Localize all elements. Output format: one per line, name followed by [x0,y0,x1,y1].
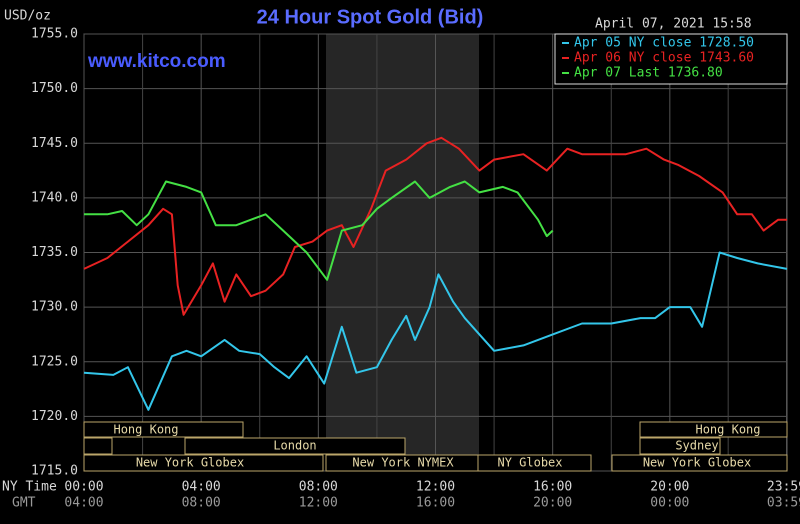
x2-tick-label: 04:00 [64,496,103,511]
y-tick-label: 1725.0 [31,354,78,369]
x-tick-label: 00:00 [64,480,103,495]
session-label: New York Globex [643,456,751,470]
x-tick-label: 16:00 [533,480,572,495]
x-tick-label: 23:59 [767,480,800,495]
y-tick-label: 1745.0 [31,136,78,151]
session-box [611,454,788,472]
session-box [83,454,324,472]
legend-box [554,33,788,85]
session-box [184,437,406,455]
chart-title: 24 Hour Spot Gold (Bid) [257,6,484,28]
session-label: Hong Kong [113,423,178,437]
session-label: NY Globex [497,456,562,470]
sessions: Hong Kong London New York Globex New Yor… [83,421,788,472]
y-tick-label: 1735.0 [31,245,78,260]
session-label: London [273,439,316,453]
x2-tick-label: 12:00 [299,496,338,511]
x-tick-label: 08:00 [299,480,338,495]
y-tick-label: 1730.0 [31,300,78,315]
x-tick-label: 20:00 [650,480,689,495]
x2-tick-label: 16:00 [416,496,455,511]
series-line [83,251,788,411]
session-box [639,421,788,438]
series-line [84,180,554,281]
session-box [639,437,721,455]
session-label: Hong Kong [695,423,760,437]
unit-label: USD/oz [4,9,51,24]
y-tick-label: 1750.0 [31,81,78,96]
series-line [83,136,787,316]
session-label: New York Globex [136,456,244,470]
timestamp: April 07, 2021 15:58 [595,17,752,32]
x-tick-label: 04:00 [182,480,221,495]
lines [83,136,788,411]
session-box [83,421,244,438]
x-tick-label: 12:00 [416,480,455,495]
x2-axis-label: GMT [12,496,36,511]
session-box [83,437,113,455]
y-tick-label: 1720.0 [31,409,78,424]
x2-tick-label: 20:00 [533,496,572,511]
legend-label: Apr 06 NY close 1743.60 [574,51,754,66]
watermark: www.kitco.com [87,51,226,72]
x-axis-label: NY Time [2,480,57,495]
legend-label: Apr 07 Last 1736.80 [574,66,723,81]
x2-tick-label: 03:59 [767,496,800,511]
y-tick-label: 1755.0 [31,27,78,42]
x2-tick-label: 08:00 [182,496,221,511]
legend-label: Apr 05 NY close 1728.50 [574,36,754,51]
x2-tick-label: 00:00 [650,496,689,511]
session-box [477,454,592,472]
y-tick-label: 1715.0 [31,464,78,479]
session-label: New York NYMEX [352,456,454,470]
session-label: Sydney [675,439,718,453]
y-tick-label: 1740.0 [31,190,78,205]
